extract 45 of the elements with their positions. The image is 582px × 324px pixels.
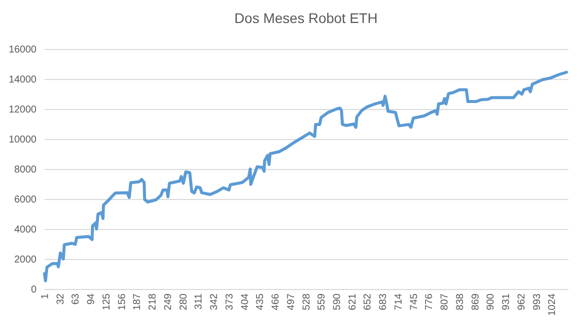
x-tick-label: 342 [209,293,220,310]
x-tick-label: 714 [393,293,404,310]
y-tick-label: 16000 [8,44,37,56]
y-tick-label: 8000 [14,164,37,176]
x-tick-label: 435 [255,293,266,310]
x-tick-label: 280 [178,293,190,310]
x-tick-label: 807 [440,293,451,310]
x-tick-label: 63 [70,293,82,305]
x-tick-label: 838 [454,293,466,310]
x-tick-label: 187 [132,293,144,310]
x-tick-label: 94 [86,293,98,305]
x-tick-label: 1 [40,293,51,300]
x-tick-label: 404 [240,293,251,310]
y-tick-label: 0 [30,284,37,296]
x-tick-label: 311 [194,293,205,310]
x-tick-label: 745 [408,293,420,310]
y-tick-label: 12000 [8,104,37,116]
x-tick-label: 373 [224,293,236,310]
x-tick-label: 962 [516,293,528,310]
x-tick-label: 218 [148,293,159,310]
y-tick-label: 10000 [8,134,37,146]
y-tick-label: 6000 [14,194,37,206]
y-tick-label: 2000 [14,254,37,266]
x-tick-label: 497 [286,293,297,310]
x-tick-label: 683 [378,293,390,310]
x-tick-label: 776 [424,293,436,310]
x-tick-label: 125 [101,293,112,310]
x-tick-label: 156 [116,293,128,310]
x-tick-label: 869 [470,293,482,310]
x-tick-label: 1024 [547,293,558,316]
x-tick-label: 590 [332,293,343,310]
chart-title: Dos Meses Robot ETH [234,10,378,26]
x-tick-label: 900 [486,293,497,310]
x-tick-label: 528 [301,293,312,310]
x-tick-label: 559 [316,293,328,310]
line-series [42,70,568,282]
x-tick-label: 32 [55,293,66,305]
x-tick-label: 931 [501,293,512,310]
y-tick-label: 4000 [14,224,37,236]
y-tick-label: 14000 [8,74,37,86]
x-tick-label: 466 [270,293,282,310]
x-tick-label: 621 [347,293,358,310]
x-tick-label: 993 [532,293,543,310]
x-tick-label: 249 [162,293,174,310]
x-tick-label: 652 [362,293,374,310]
